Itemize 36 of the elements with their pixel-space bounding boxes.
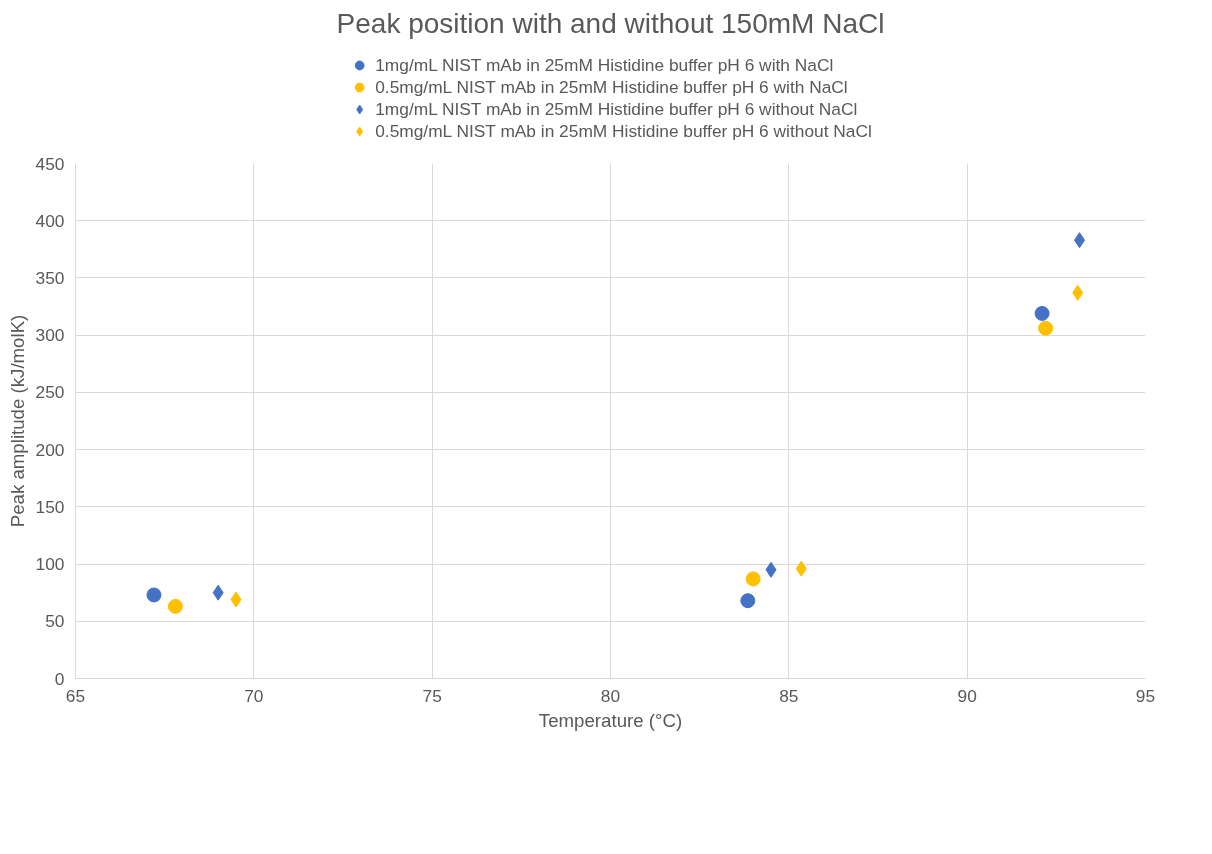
legend-label: 0.5mg/mL NIST mAb in 25mM Histidine buffer pH 6 without NaCl xyxy=(375,120,872,142)
y-tick-label: 400 xyxy=(35,210,65,231)
y-tick-label: 150 xyxy=(35,496,65,517)
point xyxy=(1074,232,1086,249)
x-tick-label: 85 xyxy=(779,685,799,706)
point xyxy=(230,591,242,608)
x-tick-label: 80 xyxy=(600,685,621,706)
x-tick-label: 70 xyxy=(244,685,264,706)
point xyxy=(167,598,183,614)
point xyxy=(146,587,162,603)
point xyxy=(795,560,807,577)
x-tick-label: 75 xyxy=(422,685,442,706)
legend-label: 0.5mg/mL NIST mAb in 25mM Histidine buffer pH 6 with NaCl xyxy=(375,76,848,98)
point xyxy=(1038,320,1054,336)
point xyxy=(765,561,777,578)
point xyxy=(745,571,761,587)
x-tick-label: 65 xyxy=(65,685,86,706)
x-axis-title: Temperature (°C) xyxy=(538,709,683,731)
chart-title: Peak position with and without 150mM NaCl xyxy=(336,7,885,39)
legend-label: 1mg/mL NIST mAb in 25mM Histidine buffer pH 6 without NaCl xyxy=(375,98,858,120)
point xyxy=(740,593,756,609)
legend-label: 1mg/mL NIST mAb in 25mM Histidine buffer pH 6 with NaCl xyxy=(375,54,834,76)
x-tick-label: 90 xyxy=(957,685,977,706)
y-axis-title: Peak amplitude (kJ/molK) xyxy=(6,314,28,528)
y-tick-label: 50 xyxy=(45,611,65,632)
point xyxy=(1034,305,1050,321)
point xyxy=(1072,284,1084,301)
y-tick-label: 250 xyxy=(35,382,65,403)
y-tick-label: 200 xyxy=(35,439,65,460)
y-tick-label: 0 xyxy=(54,668,65,689)
y-tick-label: 450 xyxy=(35,153,65,174)
y-tick-label: 100 xyxy=(35,554,65,575)
y-tick-label: 350 xyxy=(35,267,65,288)
x-tick-label: 95 xyxy=(1135,685,1156,706)
y-tick-label: 300 xyxy=(35,325,65,346)
point xyxy=(212,584,224,601)
